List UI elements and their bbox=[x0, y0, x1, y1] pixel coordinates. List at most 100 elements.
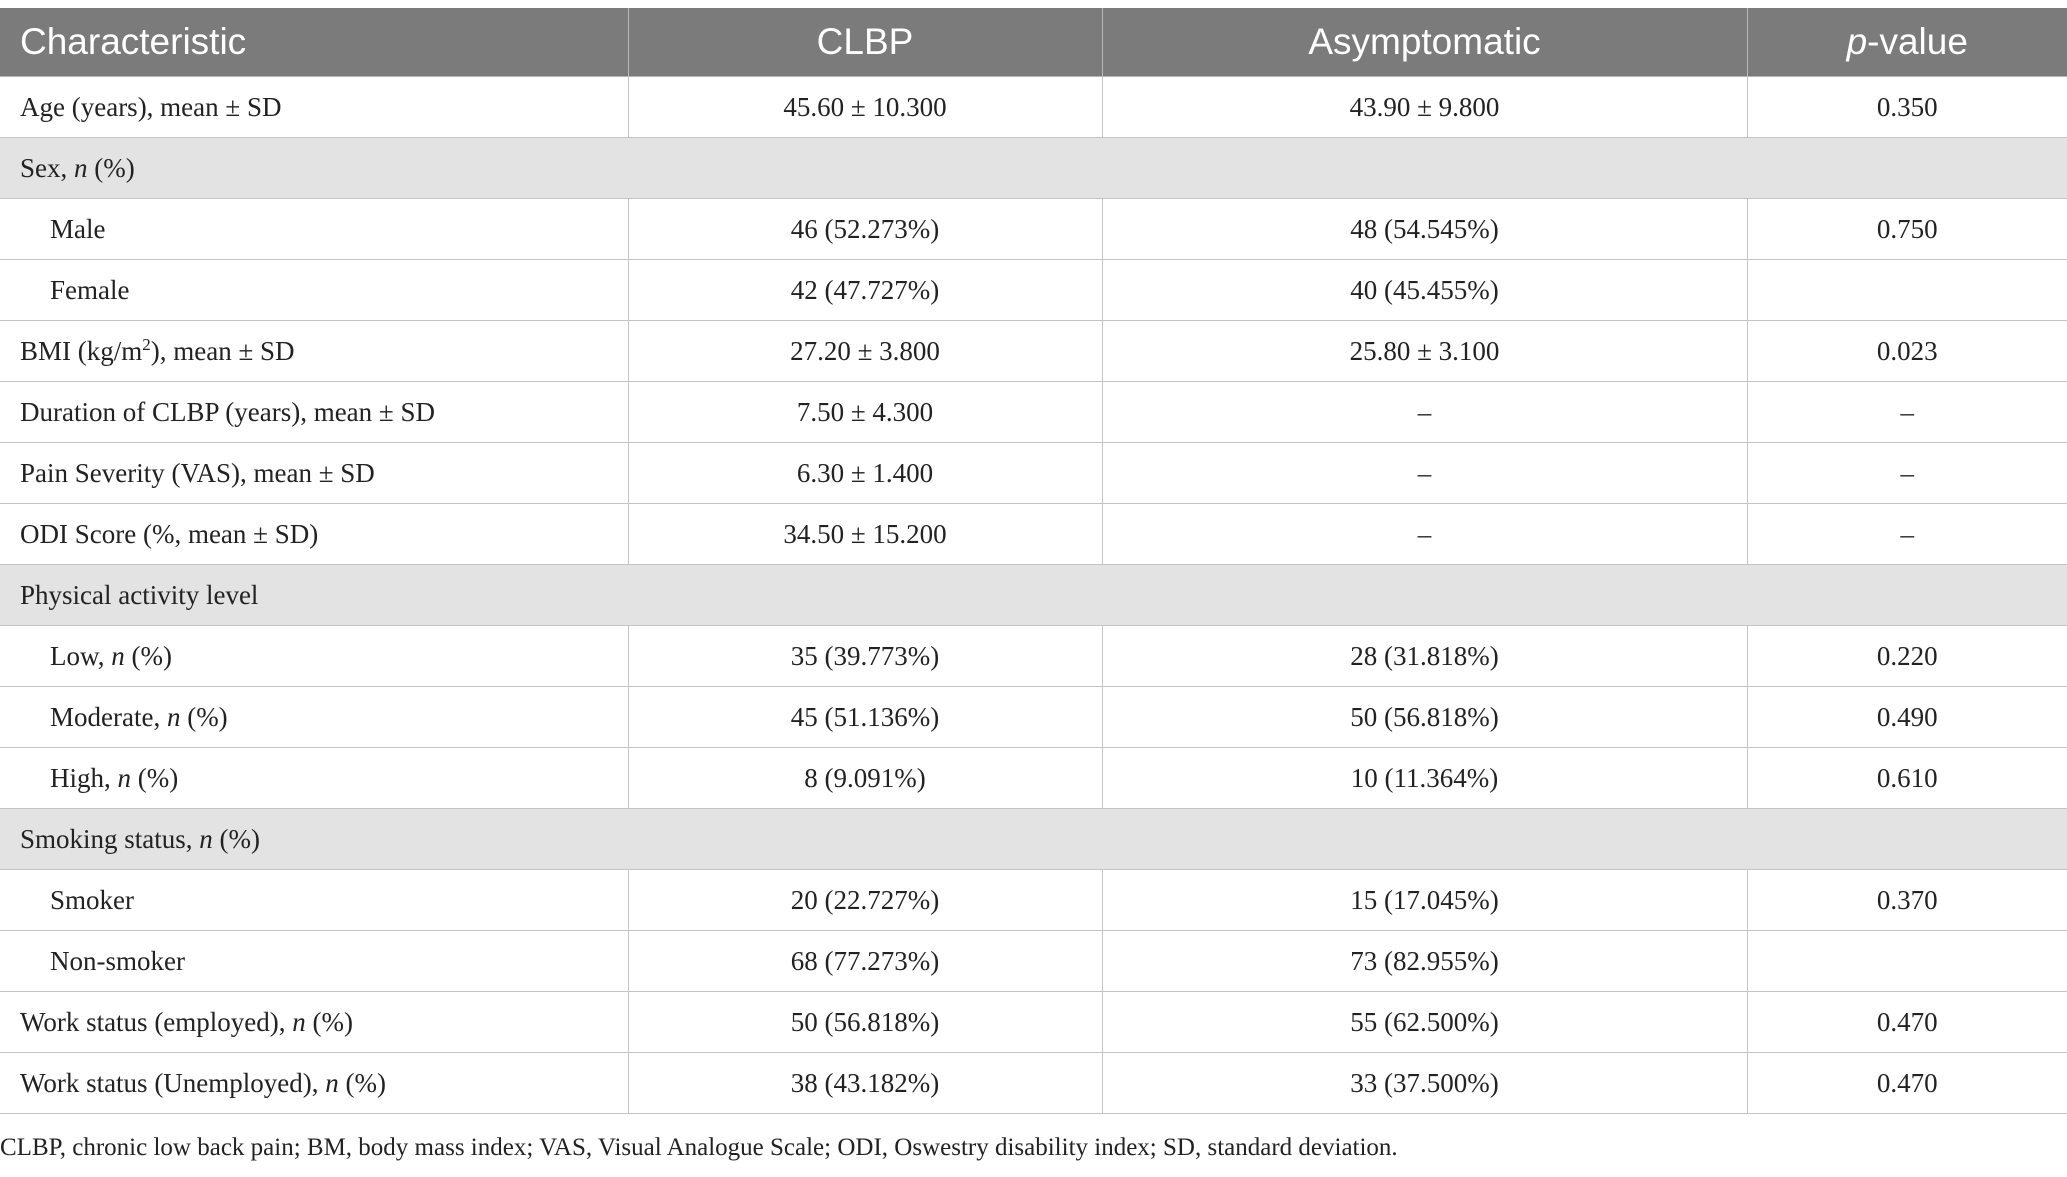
row-label-text: ODI Score (%, mean ± SD) bbox=[20, 518, 319, 549]
row-label: Female bbox=[0, 259, 629, 321]
row-label: Male bbox=[0, 198, 629, 260]
row-label: Low, n (%) bbox=[0, 625, 629, 687]
table-row: High, n (%) 8 (9.091%) 10 (11.364%) 0.610 bbox=[0, 747, 2067, 809]
cell-pvalue: – bbox=[1747, 503, 2067, 565]
table-row: Non-smoker 68 (77.273%) 73 (82.955%) bbox=[0, 930, 2067, 992]
row-label-italic: n bbox=[325, 1067, 339, 1098]
row-label: Pain Severity (VAS), mean ± SD bbox=[0, 442, 629, 504]
row-label-text: Female bbox=[50, 274, 130, 305]
section-label: Smoking status, n (%) bbox=[0, 808, 2067, 870]
cell-pvalue: 0.220 bbox=[1747, 625, 2067, 687]
row-label-text: Pain Severity (VAS), mean ± SD bbox=[20, 457, 375, 488]
table-row: Duration of CLBP (years), mean ± SD 7.50 … bbox=[0, 381, 2067, 443]
table-body: Age (years), mean ± SD 45.60 ± 10.300 43.9… bbox=[0, 76, 2067, 1114]
cell-clbp: 45 (51.136%) bbox=[628, 686, 1103, 748]
row-label-text: Low, bbox=[50, 640, 112, 671]
row-label: Age (years), mean ± SD bbox=[0, 76, 629, 138]
row-label-italic: n bbox=[166, 701, 181, 732]
cell-clbp: 6.30 ± 1.400 bbox=[628, 442, 1103, 504]
cell-pvalue: – bbox=[1747, 381, 2067, 443]
header-characteristic: Characteristic bbox=[0, 8, 629, 77]
cell-asymptomatic: 15 (17.045%) bbox=[1102, 869, 1748, 931]
header-pvalue: p-value bbox=[1747, 8, 2067, 77]
row-label: High, n (%) bbox=[0, 747, 629, 809]
cell-asymptomatic: 48 (54.545%) bbox=[1102, 198, 1748, 260]
table-row: Smoker 20 (22.727%) 15 (17.045%) 0.370 bbox=[0, 869, 2067, 931]
cell-pvalue: 0.490 bbox=[1747, 686, 2067, 748]
table-row: Age (years), mean ± SD 45.60 ± 10.300 43.9… bbox=[0, 76, 2067, 138]
row-label-text: Work status (Unemployed), bbox=[20, 1067, 326, 1098]
cell-clbp: 45.60 ± 10.300 bbox=[628, 76, 1103, 138]
row-label-text: Smoker bbox=[50, 884, 134, 915]
row-label-text: Physical activity level bbox=[20, 579, 259, 610]
row-label: Moderate, n (%) bbox=[0, 686, 629, 748]
table-row: Work status (employed), n (%) 50 (56.818%… bbox=[0, 991, 2067, 1053]
row-label-tail: (%) bbox=[180, 701, 228, 732]
cell-clbp: 20 (22.727%) bbox=[628, 869, 1103, 931]
cell-asymptomatic: 55 (62.500%) bbox=[1102, 991, 1748, 1053]
row-label-italic: n bbox=[117, 762, 132, 793]
row-label-text: Duration of CLBP (years), mean ± SD bbox=[20, 396, 435, 427]
row-label-text: Moderate, bbox=[50, 701, 167, 732]
row-label-text: Age (years), mean ± SD bbox=[20, 91, 282, 122]
row-label-italic: n bbox=[199, 823, 213, 854]
row-label: BMI (kg/m2), mean ± SD bbox=[0, 320, 629, 382]
section-label: Physical activity level bbox=[0, 564, 2067, 626]
cell-pvalue: 0.023 bbox=[1747, 320, 2067, 382]
section-row: Sex, n (%) bbox=[0, 137, 2067, 199]
section-row: Smoking status, n (%) bbox=[0, 808, 2067, 870]
row-label-tail: (%) bbox=[87, 152, 135, 183]
table-row: Female 42 (47.727%) 40 (45.455%) bbox=[0, 259, 2067, 321]
cell-pvalue bbox=[1747, 259, 2067, 321]
table-footnote: CLBP, chronic low back pain; BM, body ma… bbox=[0, 1134, 1398, 1161]
row-label-tail: ), mean ± SD bbox=[150, 336, 295, 366]
cell-asymptomatic: 10 (11.364%) bbox=[1102, 747, 1748, 809]
table-row: Low, n (%) 35 (39.773%) 28 (31.818%) 0.220 bbox=[0, 625, 2067, 687]
section-label: Sex, n (%) bbox=[0, 137, 2067, 199]
cell-pvalue: 0.350 bbox=[1747, 76, 2067, 138]
table-row: Work status (Unemployed), n (%) 38 (43.18… bbox=[0, 1052, 2067, 1114]
row-label: Non-smoker bbox=[0, 930, 629, 992]
table-header: Characteristic CLBP Asymptomatic p-value bbox=[0, 8, 2067, 77]
row-label-superscript: 2 bbox=[142, 335, 151, 354]
table-row: Male 46 (52.273%) 48 (54.545%) 0.750 bbox=[0, 198, 2067, 260]
row-label-text: BMI (kg/m bbox=[20, 336, 143, 366]
row-label-text: Sex, bbox=[20, 152, 74, 183]
cell-clbp: 27.20 ± 3.800 bbox=[628, 320, 1103, 382]
row-label-italic: n bbox=[111, 640, 125, 671]
cell-clbp: 7.50 ± 4.300 bbox=[628, 381, 1103, 443]
characteristics-table: Characteristic CLBP Asymptomatic p-value… bbox=[0, 8, 2067, 1114]
row-label-italic: n bbox=[74, 152, 88, 183]
cell-asymptomatic: 73 (82.955%) bbox=[1102, 930, 1748, 992]
table-row: ODI Score (%, mean ± SD) 34.50 ± 15.200– – bbox=[0, 503, 2067, 565]
row-label-text: Male bbox=[50, 213, 106, 244]
cell-asymptomatic: – bbox=[1102, 381, 1748, 443]
table-row: BMI (kg/m2), mean ± SD 27.20 ± 3.800 25.80… bbox=[0, 320, 2067, 382]
table-row: Moderate, n (%) 45 (51.136%) 50 (56.818%) 0… bbox=[0, 686, 2067, 748]
cell-asymptomatic: 28 (31.818%) bbox=[1102, 625, 1748, 687]
characteristics-table-container: Characteristic CLBP Asymptomatic p-value… bbox=[0, 8, 2067, 1114]
table-row: Pain Severity (VAS), mean ± SD 6.30 ± 1.4… bbox=[0, 442, 2067, 504]
row-label-tail: (%) bbox=[305, 1006, 354, 1037]
cell-pvalue bbox=[1747, 930, 2067, 992]
cell-clbp: 8 (9.091%) bbox=[628, 747, 1103, 809]
row-label-text: Work status (employed), bbox=[20, 1006, 293, 1037]
cell-pvalue: 0.370 bbox=[1747, 869, 2067, 931]
row-label-tail: (%) bbox=[131, 762, 179, 793]
row-label-italic: n bbox=[292, 1006, 306, 1037]
cell-pvalue: 0.610 bbox=[1747, 747, 2067, 809]
row-label-text: Smoking status, bbox=[20, 823, 200, 854]
row-label: ODI Score (%, mean ± SD) bbox=[0, 503, 629, 565]
cell-asymptomatic: – bbox=[1102, 503, 1748, 565]
cell-pvalue: 0.470 bbox=[1747, 991, 2067, 1053]
row-label: Duration of CLBP (years), mean ± SD bbox=[0, 381, 629, 443]
row-label-tail: (%) bbox=[338, 1067, 387, 1098]
cell-asymptomatic: 50 (56.818%) bbox=[1102, 686, 1748, 748]
cell-clbp: 50 (56.818%) bbox=[628, 991, 1103, 1053]
cell-asymptomatic: – bbox=[1102, 442, 1748, 504]
row-label: Work status (Unemployed), n (%) bbox=[0, 1052, 629, 1114]
cell-asymptomatic: 43.90 ± 9.800 bbox=[1102, 76, 1748, 138]
header-clbp: CLBP bbox=[628, 8, 1103, 77]
cell-pvalue: 0.470 bbox=[1747, 1052, 2067, 1114]
cell-clbp: 38 (43.182%) bbox=[628, 1052, 1103, 1114]
